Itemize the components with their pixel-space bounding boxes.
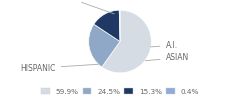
Text: ASIAN: ASIAN bbox=[145, 53, 189, 62]
Text: HISPANIC: HISPANIC bbox=[20, 64, 98, 73]
Wedge shape bbox=[94, 10, 120, 42]
Wedge shape bbox=[102, 10, 151, 73]
Text: A.I.: A.I. bbox=[150, 41, 178, 50]
Wedge shape bbox=[89, 24, 120, 67]
Wedge shape bbox=[119, 10, 120, 42]
Text: WHITE: WHITE bbox=[51, 0, 114, 14]
Legend: 59.9%, 24.5%, 15.3%, 0.4%: 59.9%, 24.5%, 15.3%, 0.4% bbox=[39, 87, 201, 96]
